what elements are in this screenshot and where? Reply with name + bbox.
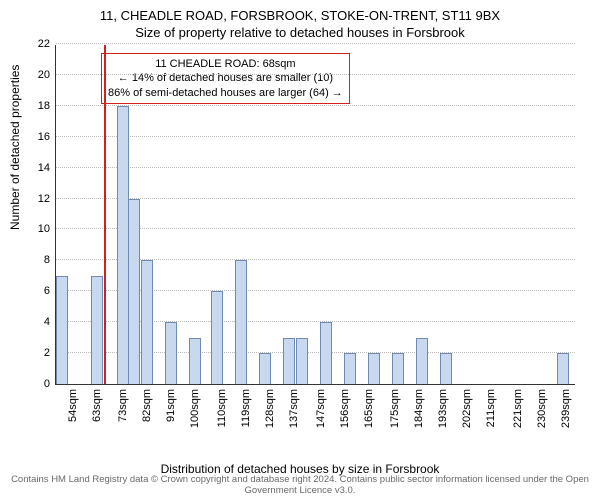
y-tick-label: 12 xyxy=(38,193,50,205)
histogram-bar xyxy=(416,338,428,384)
gridline xyxy=(56,74,575,75)
y-tick-label: 2 xyxy=(44,347,50,359)
y-tick-label: 16 xyxy=(38,131,50,143)
annotation-line-3: 86% of semi-detached houses are larger (… xyxy=(108,86,343,100)
histogram-bar xyxy=(368,353,380,384)
histogram-bar xyxy=(320,322,332,384)
y-tick-label: 8 xyxy=(44,254,50,266)
y-axis-label: Number of detached properties xyxy=(8,65,22,230)
histogram-bar xyxy=(56,276,68,384)
histogram-bar xyxy=(296,338,308,384)
histogram-bar xyxy=(91,276,103,384)
histogram-bar xyxy=(211,291,223,384)
histogram-bar xyxy=(189,338,201,384)
histogram-bar xyxy=(259,353,271,384)
x-tick-label: 110sqm xyxy=(216,389,228,427)
x-tick-label: 211sqm xyxy=(485,389,497,427)
x-tick-label: 73sqm xyxy=(117,389,129,422)
x-tick-label: 239sqm xyxy=(560,389,572,428)
x-tick-label: 202sqm xyxy=(461,389,473,428)
gridline xyxy=(56,167,575,168)
y-tick-label: 14 xyxy=(38,162,50,174)
x-tick-label: 221sqm xyxy=(512,389,524,428)
title-line-2: Size of property relative to detached ho… xyxy=(0,23,600,40)
plot-area: 11 CHEADLE ROAD: 68sqm ← 14% of detached… xyxy=(55,45,575,385)
reference-line xyxy=(104,45,106,384)
x-tick-label: 193sqm xyxy=(437,389,449,428)
histogram-bar xyxy=(557,353,569,384)
histogram-bar xyxy=(141,260,153,384)
y-tick-label: 4 xyxy=(44,316,50,328)
histogram-bar xyxy=(235,260,247,384)
gridline xyxy=(56,136,575,137)
y-tick-label: 0 xyxy=(44,378,50,390)
histogram-bar xyxy=(128,199,140,384)
x-tick-label: 128sqm xyxy=(264,389,276,428)
histogram-bar xyxy=(392,353,404,384)
gridline xyxy=(56,43,575,44)
annotation-box: 11 CHEADLE ROAD: 68sqm ← 14% of detached… xyxy=(101,53,350,104)
gridline xyxy=(56,105,575,106)
x-tick-label: 230sqm xyxy=(536,389,548,428)
histogram-bar xyxy=(440,353,452,384)
x-tick-label: 63sqm xyxy=(91,389,103,422)
x-tick-label: 156sqm xyxy=(339,389,351,428)
x-tick-label: 175sqm xyxy=(389,389,401,428)
x-tick-label: 100sqm xyxy=(189,389,201,428)
attribution-text: Contains HM Land Registry data © Crown c… xyxy=(0,474,600,496)
x-tick-label: 147sqm xyxy=(315,389,327,428)
annotation-line-1: 11 CHEADLE ROAD: 68sqm xyxy=(108,57,343,71)
x-tick-label: 82sqm xyxy=(141,389,153,422)
y-tick-label: 6 xyxy=(44,285,50,297)
x-tick-label: 54sqm xyxy=(67,389,79,422)
histogram-bar xyxy=(344,353,356,384)
y-tick-label: 20 xyxy=(38,69,50,81)
chart-container: 11, CHEADLE ROAD, FORSBROOK, STOKE-ON-TR… xyxy=(0,0,600,500)
y-tick-label: 18 xyxy=(38,100,50,112)
x-tick-label: 184sqm xyxy=(413,389,425,428)
x-tick-label: 91sqm xyxy=(165,389,177,422)
title-line-1: 11, CHEADLE ROAD, FORSBROOK, STOKE-ON-TR… xyxy=(0,0,600,23)
x-tick-label: 119sqm xyxy=(240,389,252,427)
histogram-bar xyxy=(165,322,177,384)
x-tick-label: 137sqm xyxy=(288,389,300,428)
y-tick-label: 10 xyxy=(38,223,50,235)
y-tick-label: 22 xyxy=(38,38,50,50)
x-tick-label: 165sqm xyxy=(363,389,375,428)
histogram-bar xyxy=(283,338,295,384)
